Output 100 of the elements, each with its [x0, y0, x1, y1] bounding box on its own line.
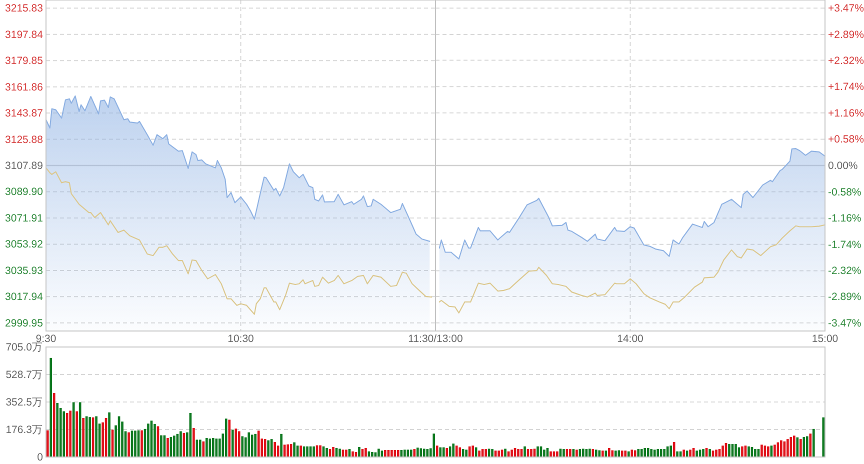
y-tick-label: 3125.88: [5, 134, 44, 146]
bar: [556, 451, 558, 457]
bar: [134, 430, 136, 457]
y2-tick-label: -1.74%: [828, 238, 862, 251]
bar: [293, 442, 296, 457]
bar: [637, 449, 640, 457]
bar: [248, 432, 250, 457]
bar: [741, 446, 744, 457]
bar: [484, 449, 487, 457]
bar: [66, 413, 68, 457]
bar: [267, 440, 270, 457]
bar: [95, 416, 98, 457]
x-tick-label: 14:00: [617, 333, 644, 345]
bar: [715, 450, 718, 457]
y-tick-label: 352.5万: [6, 396, 43, 408]
y-tick-label: 3035.93: [5, 264, 44, 277]
bar: [390, 450, 393, 457]
bar: [670, 446, 672, 457]
bar: [56, 403, 59, 457]
y-tick-label: 3197.84: [5, 28, 44, 41]
bar: [663, 449, 666, 457]
bar: [160, 435, 162, 457]
bar: [601, 450, 604, 457]
bar: [332, 447, 334, 457]
bar: [656, 449, 660, 457]
bar: [472, 446, 474, 457]
bar: [88, 417, 91, 457]
bar: [364, 448, 367, 457]
bar: [588, 448, 591, 457]
bar: [576, 450, 578, 457]
bar: [410, 450, 412, 457]
bar: [452, 444, 455, 457]
bar: [128, 432, 130, 457]
bar: [634, 450, 636, 457]
bar: [406, 450, 410, 457]
y2-tick-label: -2.32%: [828, 265, 862, 278]
bar: [257, 430, 260, 457]
bar: [608, 448, 610, 457]
bar: [620, 450, 624, 457]
bar: [416, 448, 419, 457]
bar: [108, 412, 110, 457]
y2-tick-label: -1.16%: [828, 212, 862, 225]
bar: [241, 436, 244, 457]
x-tick-label: 10:30: [228, 333, 254, 345]
bar: [722, 446, 724, 457]
bar: [62, 411, 66, 457]
bar: [462, 449, 464, 457]
bar: [413, 449, 416, 457]
bar: [371, 452, 374, 457]
bar: [378, 448, 380, 457]
bar: [455, 446, 458, 457]
bar: [250, 434, 254, 457]
bar: [403, 450, 406, 457]
y2-tick-label: +2.89%: [828, 28, 864, 41]
bar: [809, 434, 812, 457]
bar: [166, 438, 169, 457]
bar: [306, 446, 308, 457]
bar: [384, 450, 386, 457]
bar: [264, 439, 266, 457]
bar: [653, 450, 656, 457]
bar: [312, 446, 315, 457]
bar: [812, 428, 815, 457]
bar: [734, 444, 737, 457]
bar: [154, 424, 156, 457]
bar: [448, 446, 452, 457]
bar: [806, 436, 808, 457]
y2-tick-label: 0.00%: [828, 160, 858, 172]
bar: [598, 450, 601, 457]
y-tick-label: 3071.91: [5, 212, 44, 224]
y-tick-label: 3017.94: [5, 291, 44, 304]
bar: [215, 438, 218, 457]
bar: [228, 420, 231, 457]
bar: [173, 436, 176, 457]
bar: [212, 438, 214, 457]
x-tick-label: 15:00: [812, 333, 838, 345]
y-tick-label: 2999.95: [5, 317, 44, 330]
bar: [569, 449, 572, 457]
bar: [432, 434, 436, 457]
bar: [397, 450, 400, 457]
bar: [231, 430, 234, 457]
y-tick-label: 3179.85: [5, 55, 44, 68]
bar: [420, 448, 422, 457]
y-tick-label: 3107.89: [5, 160, 44, 172]
bar: [358, 447, 360, 457]
bar: [595, 450, 598, 457]
bar: [650, 449, 653, 457]
y-tick-label: 528.7万: [6, 369, 43, 382]
bar: [69, 410, 72, 457]
bar: [280, 434, 282, 457]
bar: [465, 450, 468, 457]
bar: [524, 446, 526, 457]
bar: [676, 451, 678, 457]
y-tick-label: 176.3万: [6, 424, 43, 436]
bar: [46, 430, 49, 457]
bar: [822, 417, 825, 457]
bar: [491, 449, 494, 457]
bar: [478, 450, 480, 457]
y-tick-label: 3089.90: [5, 186, 44, 198]
y2-tick-label: +1.16%: [828, 107, 864, 120]
bar: [140, 430, 143, 457]
